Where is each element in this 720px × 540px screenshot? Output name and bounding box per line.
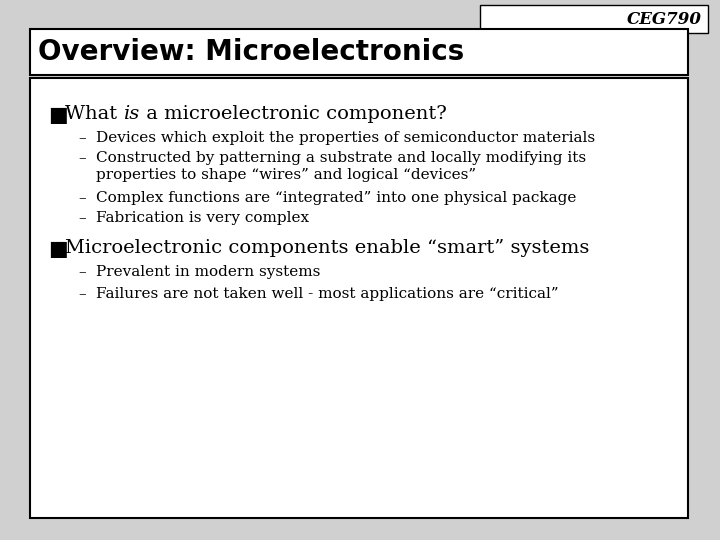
FancyBboxPatch shape [480,5,708,33]
Text: –: – [78,191,86,205]
Text: What: What [65,105,123,123]
Text: Constructed by patterning a substrate and locally modifying its
properties to sh: Constructed by patterning a substrate an… [96,151,586,183]
Text: ■: ■ [48,239,68,259]
Text: –: – [78,287,86,301]
FancyBboxPatch shape [30,29,688,75]
Text: CEG790: CEG790 [627,10,702,28]
Text: –: – [78,265,86,279]
Text: Devices which exploit the properties of semiconductor materials: Devices which exploit the properties of … [96,131,595,145]
Text: is: is [123,105,140,123]
Text: a microelectronic component?: a microelectronic component? [140,105,446,123]
Text: ■: ■ [48,105,68,125]
Text: Overview: Microelectronics: Overview: Microelectronics [38,38,464,66]
Text: Complex functions are “integrated” into one physical package: Complex functions are “integrated” into … [96,191,577,205]
Text: Microelectronic components enable “smart” systems: Microelectronic components enable “smart… [65,239,590,257]
FancyBboxPatch shape [30,78,688,518]
Text: Failures are not taken well - most applications are “critical”: Failures are not taken well - most appli… [96,287,559,301]
Text: –: – [78,131,86,145]
Text: –: – [78,151,86,165]
Text: Prevalent in modern systems: Prevalent in modern systems [96,265,320,279]
Text: Fabrication is very complex: Fabrication is very complex [96,211,309,225]
Text: –: – [78,211,86,225]
